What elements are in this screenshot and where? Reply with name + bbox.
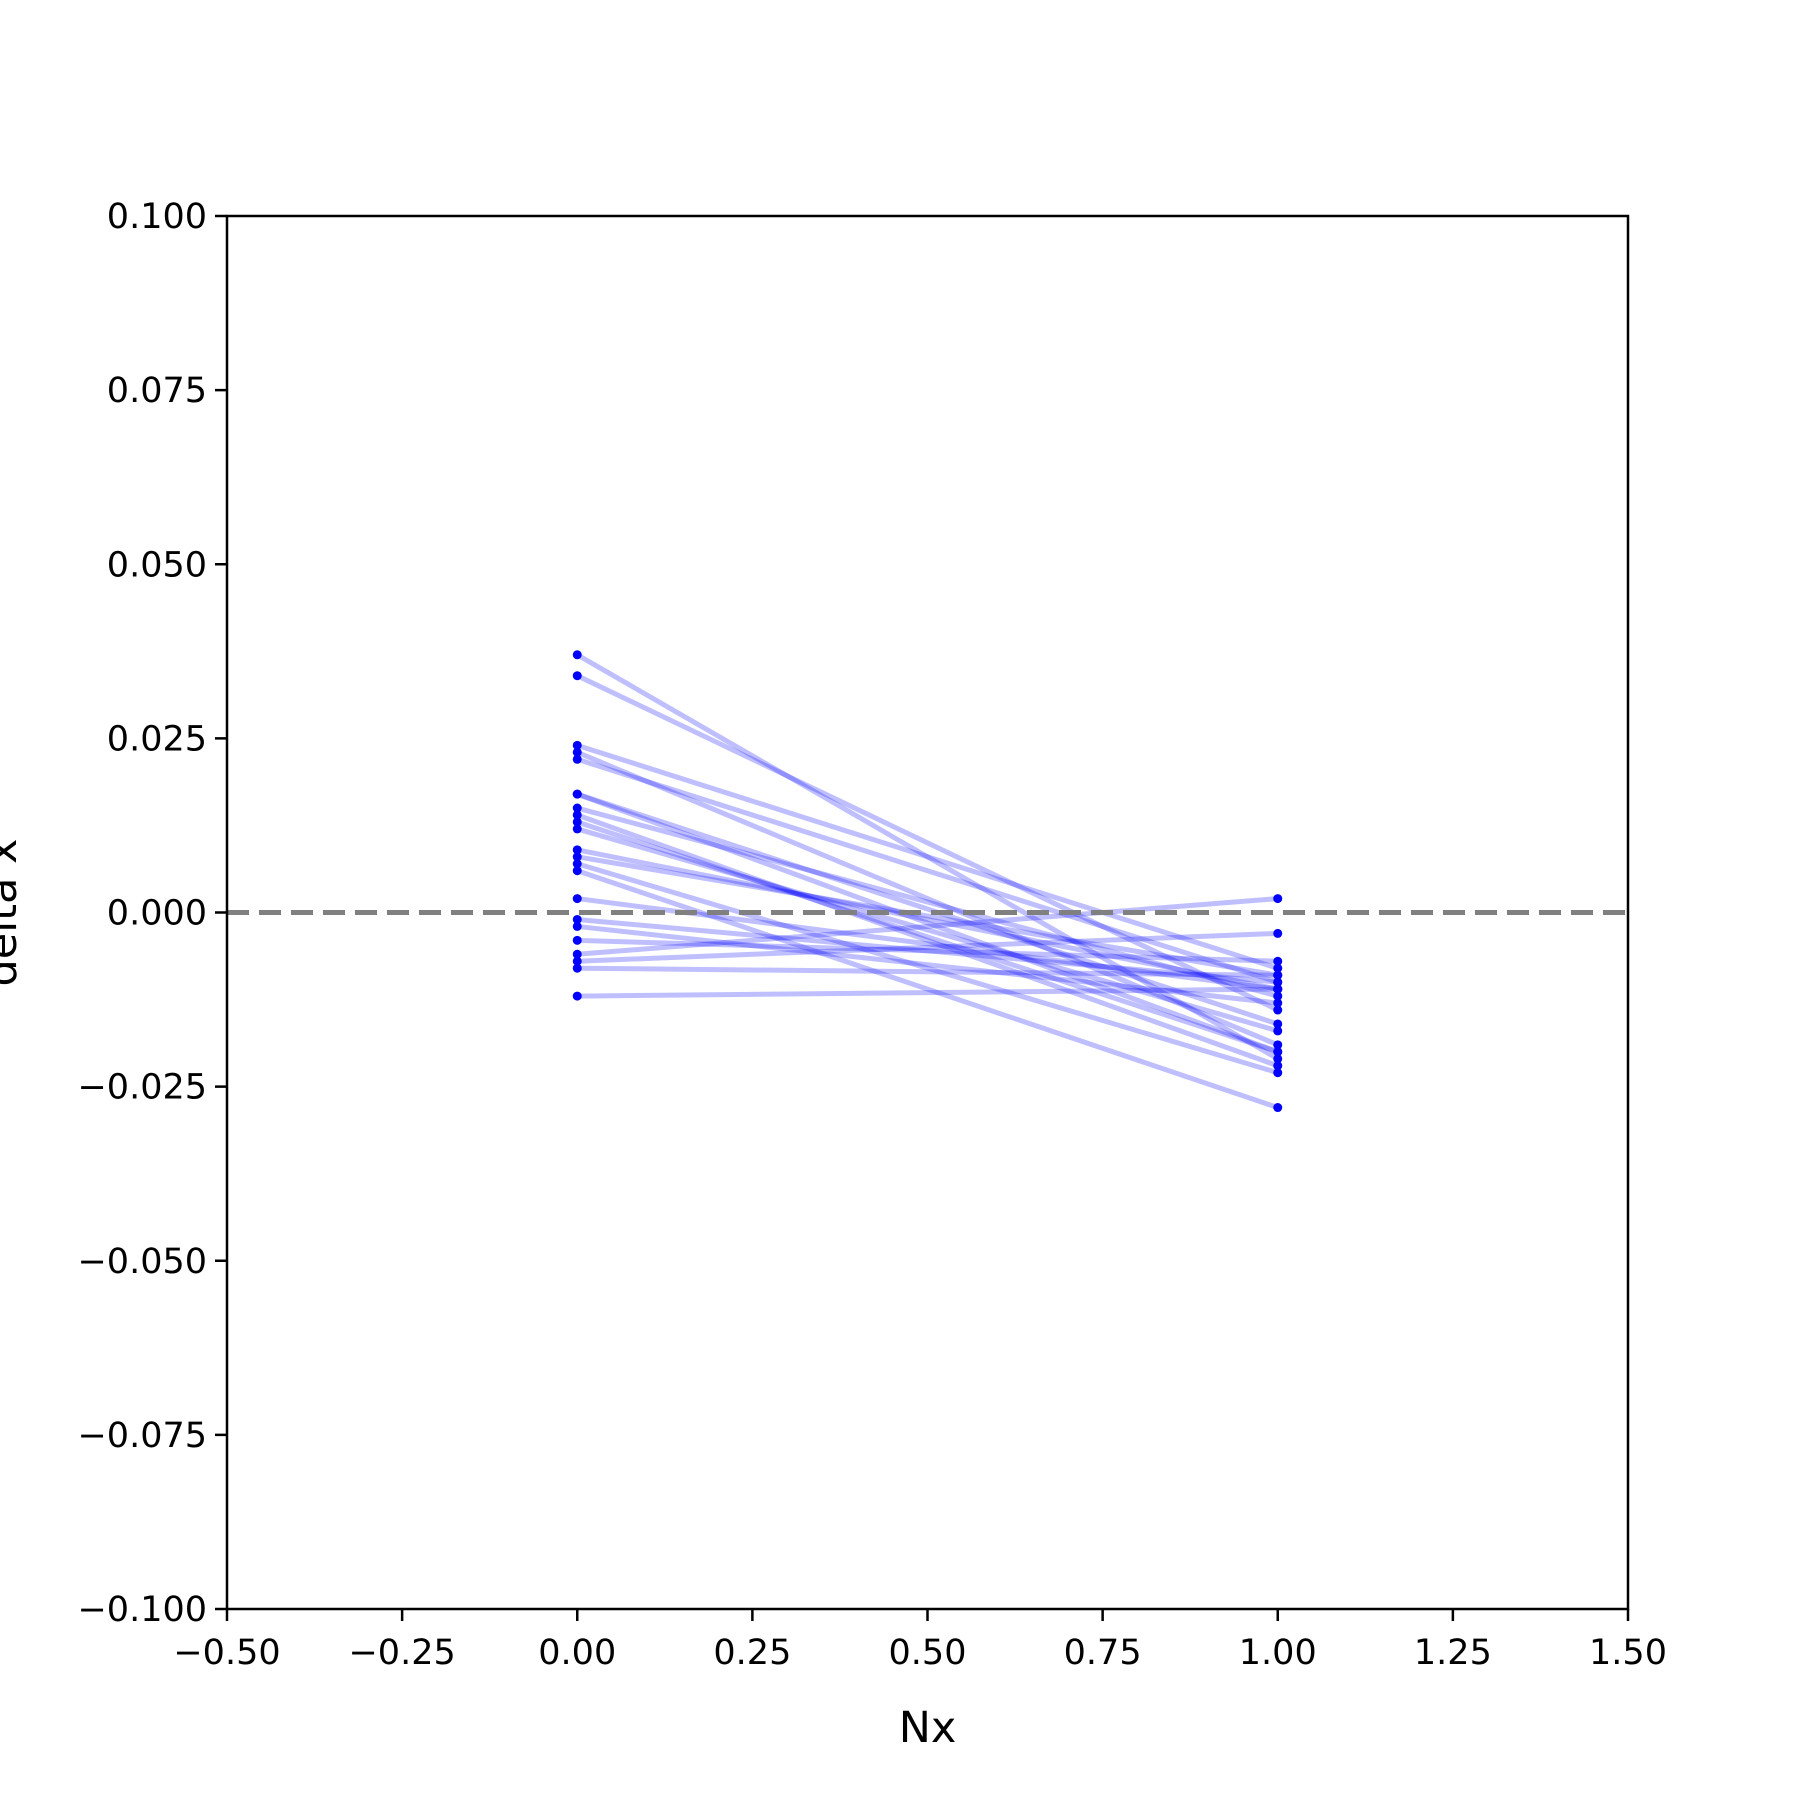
y-tick-label: 0.050 — [107, 545, 207, 585]
point-end-17 — [1273, 998, 1283, 1008]
series-line-20 — [577, 930, 1278, 964]
point-end-5 — [1273, 1019, 1283, 1029]
point-end-22 — [1273, 984, 1283, 994]
x-tick-label: 0.25 — [713, 1633, 791, 1673]
point-end-16 — [1273, 977, 1283, 987]
y-axis-ticks: 0.100 0.075 0.050 0.025 0.000 −0.025 −0.050 −0.… — [77, 197, 227, 1630]
point-start-14 — [572, 866, 582, 876]
y-tick-label: 0.025 — [107, 719, 207, 759]
x-axis-label: Nx — [899, 1703, 957, 1753]
series-line-10 — [576, 826, 1279, 1034]
series-line-13 — [576, 861, 1279, 1076]
y-tick-label: −0.025 — [77, 1068, 207, 1108]
series-line-7 — [576, 805, 1279, 999]
point-start-19 — [572, 949, 582, 959]
series-line-9 — [576, 819, 1279, 1055]
point-start-6 — [572, 789, 582, 799]
x-tick-label: 1.00 — [1239, 1633, 1317, 1673]
point-end-14 — [1273, 1103, 1283, 1113]
point-end-21 — [1273, 970, 1283, 980]
series-line-1 — [576, 673, 1279, 1013]
point-start-17 — [572, 921, 582, 931]
point-start-3 — [572, 747, 582, 757]
series-line-2 — [576, 742, 1279, 971]
y-tick-label: 0.075 — [107, 371, 207, 411]
x-tick-label: 0.75 — [1064, 1633, 1142, 1673]
point-start-21 — [572, 963, 582, 973]
point-start-2 — [572, 740, 582, 750]
point-start-10 — [572, 824, 582, 834]
x-axis-ticks: −0.50 −0.25 0.00 0.25 0.50 0.75 1.00 1.25 1.50 — [173, 1609, 1667, 1673]
point-start-9 — [572, 817, 582, 827]
point-start-18 — [572, 935, 582, 945]
point-start-7 — [572, 803, 582, 813]
point-end-10 — [1273, 1026, 1283, 1036]
x-tick-label: 0.00 — [538, 1633, 616, 1673]
series-line-19 — [577, 896, 1278, 957]
point-end-3 — [1273, 1040, 1283, 1050]
y-tick-label: −0.050 — [77, 1242, 207, 1282]
point-end-9 — [1273, 1047, 1283, 1057]
y-tick-label: 0.000 — [107, 894, 207, 934]
x-tick-label: 1.50 — [1589, 1633, 1667, 1673]
series-line-12 — [576, 854, 1279, 978]
point-start-16 — [572, 914, 582, 924]
series-line-8 — [576, 812, 1279, 1069]
point-end-8 — [1273, 1061, 1283, 1071]
series-line-0 — [576, 652, 1279, 1061]
series-line-5 — [576, 791, 1279, 1027]
series-line-17 — [576, 923, 1279, 1006]
point-end-0 — [1273, 1054, 1283, 1064]
series-line-6 — [576, 791, 1279, 1055]
point-start-8 — [572, 810, 582, 820]
y-tick-label: 0.100 — [107, 197, 207, 237]
point-start-22 — [572, 991, 582, 1001]
point-end-1 — [1273, 1005, 1283, 1015]
point-end-18 — [1273, 956, 1283, 966]
point-end-2 — [1273, 963, 1283, 973]
y-tick-label: −0.075 — [77, 1416, 207, 1456]
series-line-11 — [576, 847, 1279, 992]
series-lines — [576, 652, 1279, 1110]
point-start-12 — [572, 852, 582, 862]
x-tick-label: −0.25 — [348, 1633, 455, 1673]
point-start-15 — [572, 894, 582, 904]
series-line-18 — [577, 937, 1278, 964]
point-end-19 — [1273, 894, 1283, 904]
series-line-3 — [576, 749, 1279, 1048]
point-start-20 — [572, 956, 582, 966]
point-end-7 — [1273, 991, 1283, 1001]
series-line-4 — [576, 756, 1279, 985]
point-start-1 — [572, 671, 582, 681]
x-tick-label: −0.50 — [173, 1633, 280, 1673]
series-line-22 — [577, 986, 1278, 999]
x-tick-label: 0.50 — [889, 1633, 967, 1673]
point-end-20 — [1273, 928, 1283, 938]
series-line-21 — [577, 965, 1278, 978]
point-start-4 — [572, 754, 582, 764]
series-line-16 — [577, 916, 1278, 985]
point-start-0 — [572, 650, 582, 660]
y-axis-label: delta x — [0, 838, 27, 986]
point-end-13 — [1273, 1068, 1283, 1078]
data-points — [572, 650, 1283, 1113]
y-tick-label: −0.100 — [77, 1590, 207, 1630]
point-start-11 — [572, 845, 582, 855]
x-tick-label: 1.25 — [1414, 1633, 1492, 1673]
point-start-13 — [572, 859, 582, 869]
